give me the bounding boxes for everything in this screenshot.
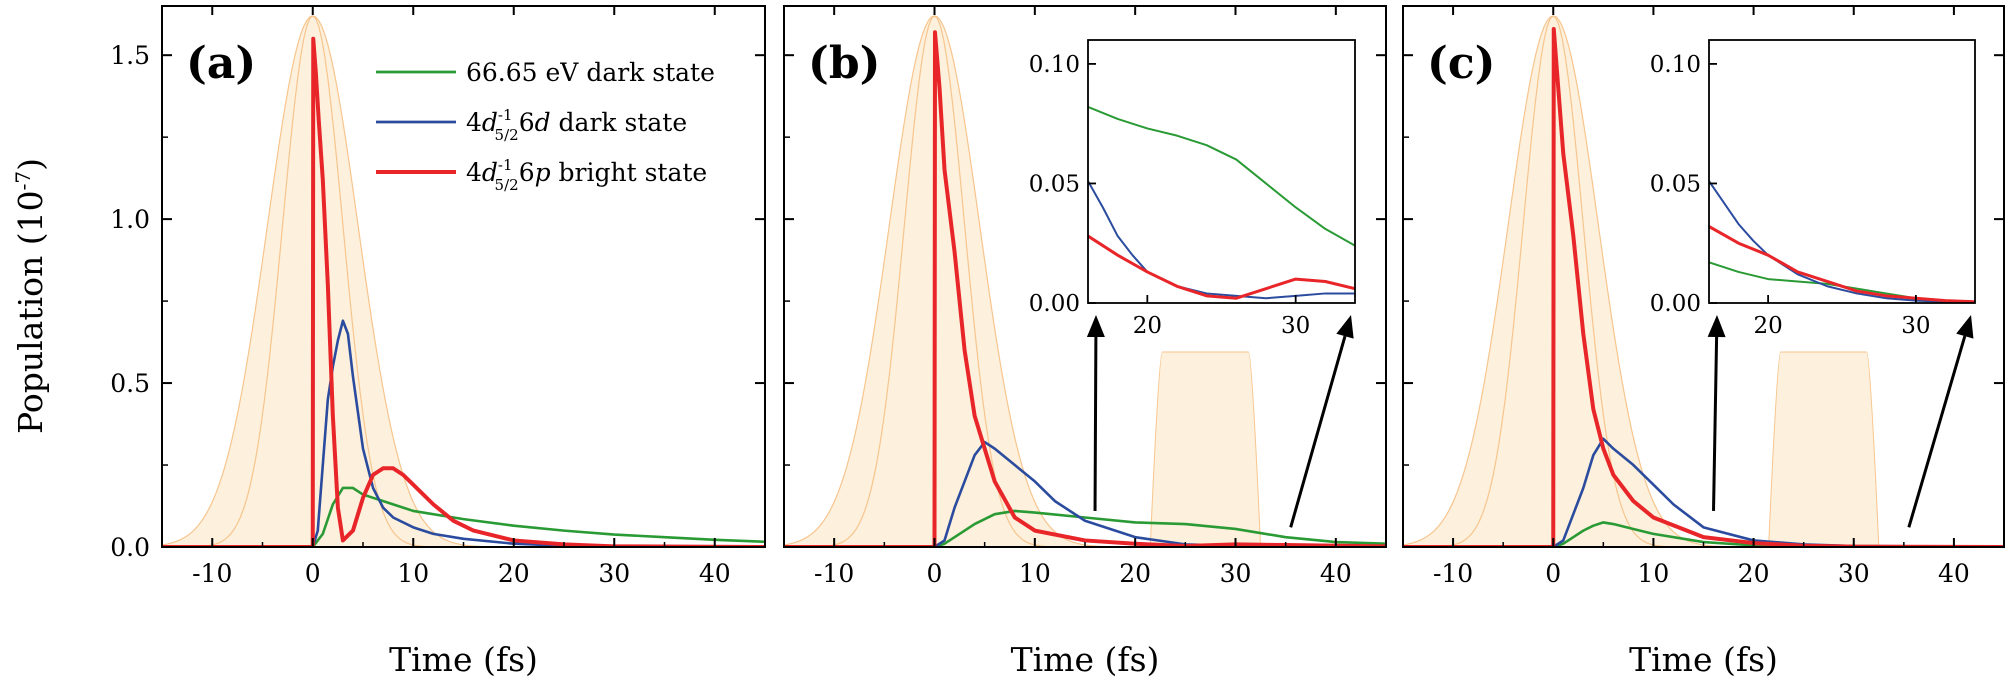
x-tick-label: 40 bbox=[699, 559, 731, 588]
y-axis-title: Population (10-7) bbox=[11, 158, 50, 434]
x-tick-label: 40 bbox=[1320, 559, 1352, 588]
x-tick-label: 0 bbox=[1545, 559, 1561, 588]
zoom-arrow bbox=[1707, 315, 1726, 511]
legend-label: 4d-1 5/26d dark state bbox=[466, 106, 687, 144]
inset-y-tick-label: 0.10 bbox=[1029, 52, 1080, 78]
panel-c: -10 0 10 20 30 40 Time (fs) (c) 20 30 0.00 0.05 0.10 bbox=[1402, 5, 2005, 679]
series-blue bbox=[162, 319, 765, 547]
x-tick-label: -10 bbox=[1433, 559, 1473, 588]
panel-label: (a) bbox=[186, 38, 256, 89]
pulse-zoom-shape bbox=[1768, 351, 1880, 547]
inset-y-tick-label: 0.05 bbox=[1029, 171, 1080, 197]
inset-series-blue bbox=[1709, 180, 1975, 303]
x-tick-label: 20 bbox=[498, 559, 530, 588]
y-axis-title-close: ) bbox=[11, 158, 50, 171]
x-axis-title: Time (fs) bbox=[1629, 640, 1778, 679]
plot-area bbox=[784, 15, 1386, 547]
y-axis-title-exponent: -7 bbox=[11, 171, 35, 190]
x-axis-title: Time (fs) bbox=[1011, 640, 1160, 679]
series-red bbox=[784, 30, 1386, 547]
x-tick-label: 20 bbox=[1119, 559, 1151, 588]
inset-y-tick-label: 0.05 bbox=[1650, 171, 1701, 197]
x-tick-label: 30 bbox=[1220, 559, 1252, 588]
pulse-inner-line bbox=[1403, 15, 2004, 547]
inset: 20 30 0.00 0.05 0.10 bbox=[1029, 39, 1356, 339]
y-tick-label: 0.5 bbox=[110, 369, 150, 398]
inset-background bbox=[1088, 40, 1355, 303]
inset-series-red bbox=[1709, 225, 1975, 303]
series-green bbox=[784, 509, 1386, 547]
inset-plot bbox=[1709, 180, 1975, 303]
inset-y-tick-label: 0.00 bbox=[1650, 291, 1701, 317]
x-tick-label: 30 bbox=[1838, 559, 1870, 588]
inset-shadow bbox=[1149, 351, 1262, 547]
inset-frame bbox=[1087, 39, 1356, 304]
y-tick-label: 0.0 bbox=[110, 533, 150, 562]
x-tick-label: 30 bbox=[598, 559, 630, 588]
x-tick-label: 10 bbox=[1638, 559, 1670, 588]
inset-series-red bbox=[1088, 234, 1355, 300]
zoom-arrow bbox=[1907, 315, 1974, 528]
x-tick-label: -10 bbox=[192, 559, 232, 588]
inset-y-tick-label: 0.10 bbox=[1650, 52, 1701, 78]
legend-label: 4d-1 5/26p bright state bbox=[466, 156, 707, 194]
series-red bbox=[1403, 26, 2004, 547]
inset-plot bbox=[1088, 106, 1355, 300]
series-green bbox=[162, 486, 765, 547]
series-green bbox=[1403, 521, 2004, 547]
inset-series-green bbox=[1088, 106, 1355, 247]
inset: 20 30 0.00 0.05 0.10 bbox=[1650, 39, 1976, 339]
x-tick-label: 0 bbox=[927, 559, 943, 588]
inset-background bbox=[1709, 40, 1975, 303]
x-tick-label: 10 bbox=[1019, 559, 1051, 588]
legend-label: 66.65 eV dark state bbox=[466, 58, 715, 87]
legend: 66.65 eV dark state 4d-1 5/26d dark state 4… bbox=[376, 58, 715, 194]
inset-x-tick-label: 20 bbox=[1753, 313, 1782, 339]
panel-a: -10 0 10 20 30 40 0.0 0.5 1.0 1.5 Time (fs) (a) 66.6… bbox=[110, 5, 766, 679]
y-tick-label: 1.0 bbox=[110, 205, 150, 234]
x-tick-label: 20 bbox=[1738, 559, 1770, 588]
zoom-arrow bbox=[1289, 315, 1354, 528]
inset-x-tick-label: 20 bbox=[1133, 313, 1162, 339]
inset-shadow bbox=[1768, 351, 1880, 547]
x-axis-title: Time (fs) bbox=[389, 640, 538, 679]
x-tick-label: 0 bbox=[305, 559, 321, 588]
inset-x-tick-label: 30 bbox=[1281, 313, 1310, 339]
x-tick-label: 40 bbox=[1938, 559, 1970, 588]
plot-area bbox=[162, 15, 765, 547]
inset-frame bbox=[1708, 39, 1976, 304]
y-tick-label: 1.5 bbox=[110, 41, 150, 70]
pulse-inner-line bbox=[162, 15, 765, 547]
x-tick-label: 10 bbox=[397, 559, 429, 588]
pulse-zoom-shape bbox=[1149, 351, 1262, 547]
panel-label: (b) bbox=[808, 38, 880, 89]
x-tick-label: -10 bbox=[814, 559, 854, 588]
y-axis-title-main: Population (10 bbox=[11, 190, 50, 434]
panel-b: -10 0 10 20 30 40 Time (fs) (b) 20 30 0.00 0.05 0.10 bbox=[783, 5, 1387, 679]
pulse-inner-line bbox=[784, 15, 1386, 547]
series-red bbox=[162, 36, 765, 547]
inset-y-tick-label: 0.00 bbox=[1029, 291, 1080, 317]
zoom-arrow bbox=[1086, 315, 1105, 511]
inset-x-tick-label: 30 bbox=[1901, 313, 1930, 339]
panel-label: (c) bbox=[1427, 38, 1495, 89]
pulse-envelope-fill bbox=[162, 15, 765, 547]
